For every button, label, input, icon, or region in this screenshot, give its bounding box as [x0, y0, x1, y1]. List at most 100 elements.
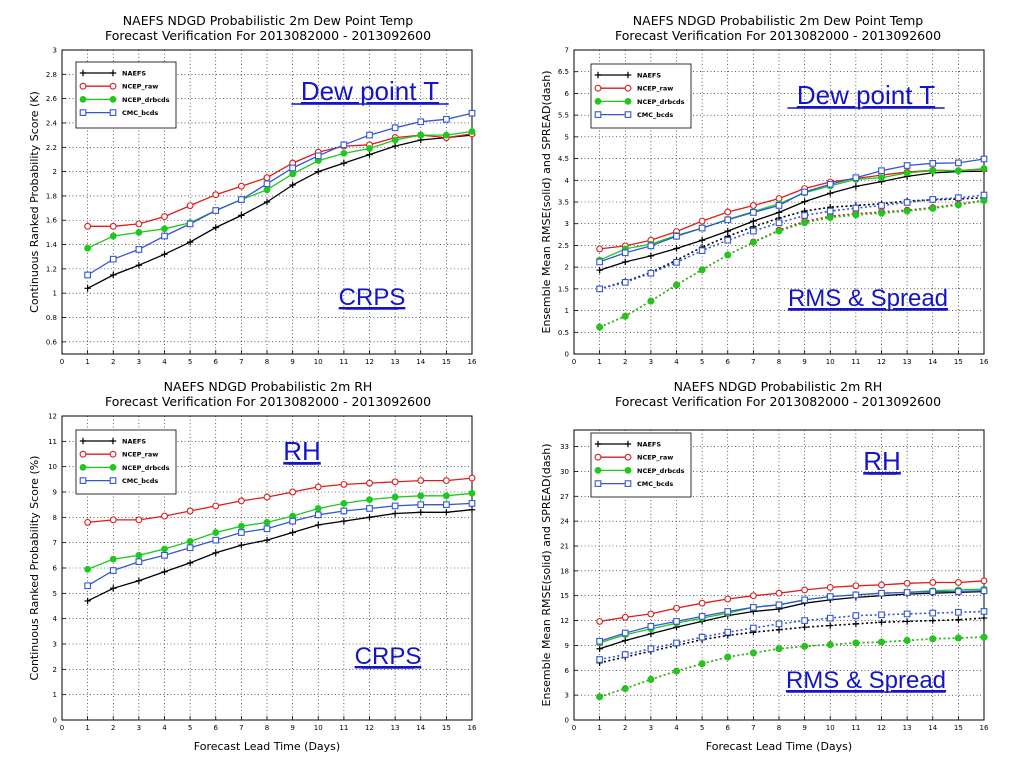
marker-p3-s7-7 — [775, 620, 783, 628]
series-line-cmc_bcds — [599, 158, 985, 263]
x-tick-label: 6 — [726, 724, 731, 732]
marker-p1-s3-8 — [801, 188, 808, 196]
marker-p3-s7-15 — [980, 608, 988, 615]
marker-p2-s3-5 — [212, 536, 220, 544]
marker-p3-s7-6 — [750, 624, 757, 632]
marker-p1-s3-7 — [775, 202, 783, 209]
x-axis-label: Forecast Lead Time (Days) — [706, 740, 852, 753]
marker-p0-s1-l1 — [109, 82, 117, 90]
y-tick-label: 8 — [53, 514, 57, 522]
marker-p2-s0-l0 — [79, 437, 87, 445]
x-tick-label: 10 — [314, 358, 323, 366]
marker-p1-s0-l1 — [624, 71, 632, 79]
y-tick-label: 5.5 — [558, 112, 569, 120]
series-ncep_drbcds-spread — [596, 633, 988, 701]
legend: NAEFS NCEP_raw NCEP_drbcds CMC_bcds — [75, 61, 177, 129]
y-tick-label: 18 — [560, 567, 569, 575]
x-tick-label: 13 — [903, 724, 912, 732]
marker-p3-s3-12 — [903, 589, 911, 596]
marker-p3-s6-0 — [596, 693, 604, 701]
marker-p1-s3-l1 — [624, 111, 632, 118]
marker-p2-s2-1 — [109, 555, 117, 563]
marker-p3-s6-8 — [801, 642, 809, 650]
marker-p1-s3-11 — [878, 167, 885, 175]
marker-p1-s6-9 — [826, 214, 834, 222]
marker-p3-s0-1 — [622, 637, 629, 644]
marker-p2-s1-l1 — [109, 450, 117, 458]
chart-subtitle: Forecast Verification For 2013082000 - 2… — [615, 394, 941, 409]
series-ncep_raw — [84, 474, 476, 526]
variable-annotation: RH — [283, 436, 321, 466]
marker-p1-s7-9 — [826, 207, 834, 215]
marker-p0-s1-3 — [161, 213, 168, 221]
marker-p2-s3-11 — [366, 505, 373, 512]
y-tick-label: 1.6 — [46, 217, 58, 225]
marker-p2-s0-9 — [315, 521, 322, 529]
marker-p3-s1-5 — [724, 595, 732, 603]
marker-p0-s1-5 — [212, 191, 220, 199]
marker-p3-s4-12 — [903, 618, 911, 625]
marker-p2-s1-3 — [161, 512, 168, 520]
y-tick-label: 0.6 — [46, 338, 58, 346]
marker-p1-s6-3 — [673, 281, 680, 289]
y-tick-label: 6.5 — [558, 68, 569, 76]
legend-label-ncep_drbcds: NCEP_drbcds — [637, 467, 685, 475]
marker-p1-s1-0 — [596, 245, 604, 253]
series-naefs-spread — [596, 614, 988, 667]
x-tick-label: 12 — [365, 358, 374, 366]
marker-p1-s3-6 — [750, 209, 757, 216]
series-line-naefs — [87, 509, 473, 602]
marker-p3-s4-10 — [852, 620, 860, 628]
marker-p2-s1-4 — [186, 507, 194, 515]
y-tick-label: 2.4 — [46, 119, 58, 127]
chart-subtitle: Forecast Verification For 2013082000 - 2… — [105, 28, 431, 43]
legend: NAEFS NCEP_raw NCEP_drbcds CMC_bcds — [75, 429, 177, 495]
marker-p3-s4-11 — [878, 619, 885, 626]
marker-p3-s6-5 — [724, 653, 732, 661]
marker-p3-s0-l0 — [594, 440, 602, 448]
marker-p3-s6-9 — [826, 641, 834, 648]
marker-p0-s2-7 — [263, 186, 271, 194]
marker-p3-s6-4 — [698, 660, 706, 668]
legend-label-cmc_bcds: CMC_bcds — [637, 111, 673, 119]
marker-p1-s3-3 — [673, 232, 680, 240]
marker-p2-s2-10 — [340, 499, 348, 507]
marker-p2-s0-5 — [212, 549, 219, 556]
marker-p3-s3-7 — [775, 601, 783, 609]
marker-p2-s0-3 — [161, 568, 168, 575]
x-tick-label: 2 — [623, 724, 627, 732]
marker-p1-s7-12 — [903, 199, 911, 206]
x-tick-label: 14 — [928, 358, 937, 366]
series-line-ncep_raw — [87, 477, 473, 524]
y-tick-label: 24 — [560, 518, 569, 526]
x-tick-label: 16 — [468, 724, 477, 732]
marker-p0-s3-7 — [263, 180, 271, 188]
metric-annotation: RMS & Spread — [788, 285, 948, 312]
marker-p1-s7-3 — [673, 259, 680, 266]
series-line-ncep_drbcds — [599, 199, 985, 328]
marker-p1-s3-4 — [698, 224, 706, 232]
series-cmc_bcds — [84, 500, 476, 590]
series-cmc_bcds-spread — [596, 608, 988, 663]
marker-p1-s2-11 — [878, 174, 885, 182]
marker-p3-s4-7 — [775, 626, 783, 633]
marker-p3-s1-10 — [852, 582, 860, 590]
marker-p1-s7-15 — [980, 191, 988, 199]
marker-p2-s0-13 — [417, 509, 424, 516]
x-tick-label: 4 — [162, 358, 167, 366]
legend-label-ncep_drbcds: NCEP_drbcds — [637, 98, 685, 106]
legend-label-ncep_raw: NCEP_raw — [122, 83, 158, 91]
x-tick-label: 4 — [674, 358, 679, 366]
x-tick-label: 5 — [188, 724, 192, 732]
marker-p3-s4-14 — [955, 616, 962, 623]
marker-p1-s1-5 — [724, 208, 732, 216]
y-tick-label: 2.6 — [46, 95, 58, 103]
marker-p0-s2-1 — [109, 232, 117, 240]
y-tick-label: 1.5 — [558, 285, 569, 293]
marker-p0-s1-6 — [237, 182, 245, 190]
x-tick-label: 14 — [928, 724, 937, 732]
x-tick-label: 9 — [802, 724, 806, 732]
series-naefs — [84, 506, 476, 605]
marker-p3-s7-9 — [826, 614, 834, 622]
series-ncep_drbcds — [84, 128, 476, 252]
